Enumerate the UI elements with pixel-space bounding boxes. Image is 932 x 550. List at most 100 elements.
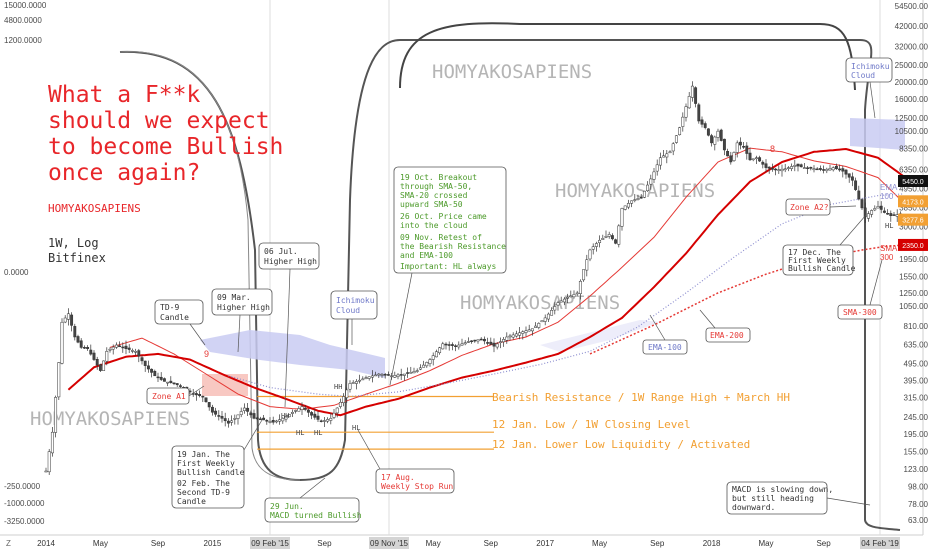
ema-tag: EMA (880, 183, 898, 192)
annotation-line: Candle (160, 313, 189, 322)
candle-body (652, 171, 656, 180)
candle-body (124, 345, 128, 349)
candle-body (322, 420, 326, 422)
annotation-line: 19 Oct. Breakout (400, 173, 477, 182)
candle-body (204, 397, 208, 402)
annotation-line: 29 Jun. (270, 502, 304, 511)
right-axis-tick: 54500.00 (895, 2, 929, 11)
annotation-line: the Bearish Resistance (400, 242, 506, 251)
annotation-jun29: 29 Jun. MACD turned Bullish (264, 477, 362, 523)
candle-body (882, 210, 886, 213)
candle-body (66, 313, 70, 320)
candle-body (316, 415, 320, 420)
candle-body (268, 421, 272, 423)
candle-body (828, 168, 832, 171)
time-axis[interactable]: 2014MaySep2015MaySep2016MaySep2017MaySep… (37, 539, 831, 548)
candle-body (201, 395, 205, 398)
annotation-line: Weekly Stop Run (381, 482, 453, 491)
candle-body (479, 338, 483, 341)
candle-body (722, 138, 726, 151)
candle-body (210, 406, 214, 413)
candle-body (425, 362, 429, 367)
annotation-line: but still heading (732, 494, 814, 503)
price-label-box (898, 175, 928, 188)
candle-body (578, 280, 582, 294)
annotation-jan19: 19 Jan. The First Weekly Bullish Candle … (171, 419, 263, 509)
annotation-ema200: EMA-200 (699, 309, 751, 343)
timezone-icon[interactable]: Z (6, 539, 11, 548)
candle-body (607, 234, 611, 237)
candle-body (822, 169, 826, 171)
candle-body (233, 418, 237, 420)
annotation-zone-a2: Zone A2? (785, 198, 857, 216)
price-candles (44, 81, 906, 475)
annotation-line: Candle (177, 497, 206, 506)
candle-body (342, 396, 346, 403)
candle-body (351, 382, 355, 384)
ma-line-ema-100 (228, 193, 904, 398)
candle-body (860, 199, 864, 209)
annotation-macd: MACD is slowing down, but still heading … (726, 481, 871, 515)
candle-body (79, 340, 83, 348)
annotation-line: SMA-300 (843, 308, 877, 317)
price-label: 5450.0 (902, 179, 924, 186)
candle-body (175, 383, 179, 386)
candle-body (655, 164, 659, 172)
candle-body (854, 180, 858, 190)
candle-body (774, 168, 778, 171)
annotation-line: 19 Jan. The (177, 450, 230, 459)
x-axis-tick: Sep (650, 539, 665, 548)
right-axis-tick: 4950.00 (899, 184, 928, 193)
candle-body (89, 349, 93, 355)
right-axis-tick: 195.00 (904, 430, 929, 439)
pivot-hh: HH (334, 383, 342, 391)
pivot-hl: HL (314, 429, 322, 437)
candle-body (60, 321, 64, 364)
candle-body (764, 163, 768, 168)
candle-body (556, 302, 560, 306)
candle-body (569, 295, 573, 298)
candle-body (761, 161, 765, 165)
candle-body (790, 166, 794, 169)
candle-body (809, 166, 813, 169)
left-oscillator-axis[interactable]: 15000.0000 4800.0000 1200.0000 0.0000 -250.0… (4, 1, 47, 526)
watermark: HOMYAKOSAPIENS (460, 292, 620, 314)
candle-body (732, 152, 736, 161)
x-axis-tick: May (758, 539, 773, 548)
candle-body (857, 190, 861, 200)
candle-body (447, 344, 451, 346)
candle-body (450, 344, 454, 346)
price-label-box (898, 213, 928, 226)
candle-body (121, 346, 125, 349)
candle-body (98, 364, 102, 371)
right-axis-tick: 16000.00 (895, 95, 929, 104)
candle-body (153, 370, 157, 377)
annotation-line: Bullish Candle (177, 468, 245, 477)
candle-body (482, 338, 486, 342)
annotation-line: MACD is slowing down, (732, 485, 833, 494)
candle-body (214, 410, 218, 415)
annotation-line: TD-9 (160, 303, 179, 312)
right-axis-tick: 3850.00 (899, 203, 928, 212)
annotation-line: upward SMA-50 (400, 200, 463, 209)
right-price-axis[interactable]: 54500.00 42000.00 32000.00 25000.00 20000.00… (895, 2, 929, 525)
candle-body (498, 341, 502, 343)
candle-body (332, 412, 336, 418)
candle-body (252, 413, 256, 419)
right-axis-tick: 810.00 (904, 322, 929, 331)
candle-body (409, 372, 413, 374)
macd-oscillator-curve (119, 39, 901, 531)
candle-body (313, 413, 317, 418)
date-label-box (250, 537, 290, 549)
right-axis-tick: 98.00 (908, 482, 929, 491)
price-labels: 5450.0 4173.0 3277.6 2350.0 (898, 175, 928, 251)
candle-body (444, 343, 448, 346)
brand-label: HOMYAKOSAPIENS (48, 202, 141, 215)
watermark: HOMYAKOSAPIENS (30, 408, 190, 430)
candle-body (242, 407, 246, 411)
candle-body (63, 317, 67, 323)
candle-body (50, 431, 54, 454)
candle-body (815, 168, 819, 171)
candle-body (530, 328, 534, 332)
ichimoku-cloud (850, 118, 905, 150)
